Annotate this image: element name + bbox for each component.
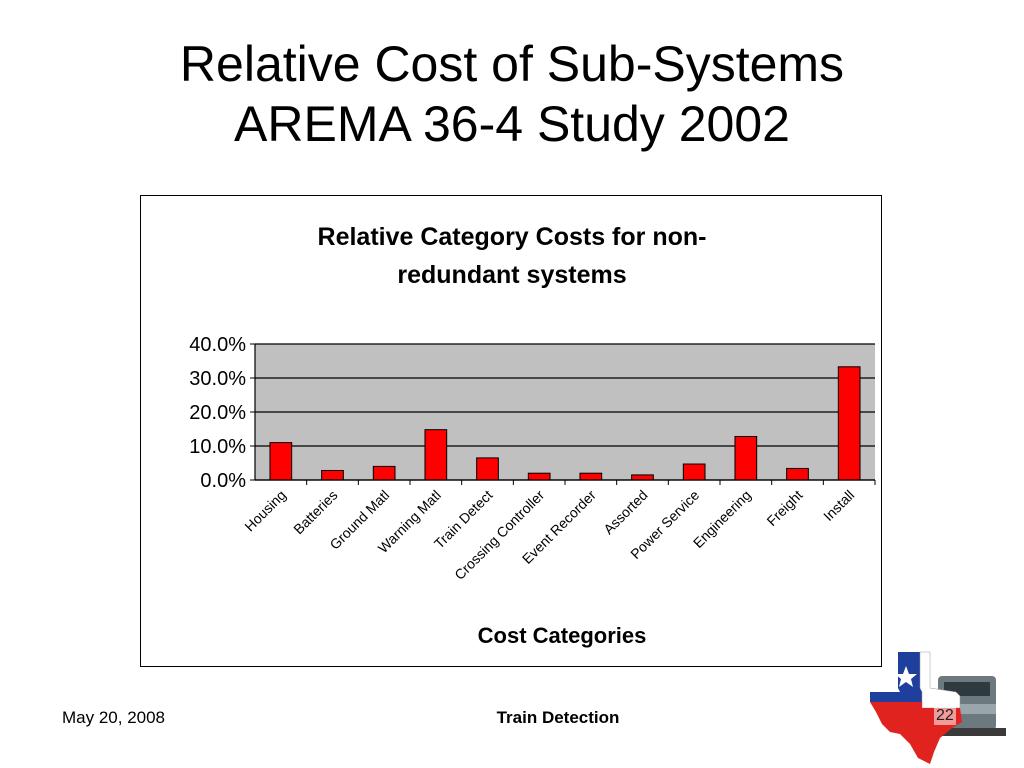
slide-title-line-1: Relative Cost of Sub-Systems	[179, 36, 845, 92]
chart-title-line-1: Relative Category Costs for non-	[318, 223, 707, 251]
y-tick-label: 0.0%	[200, 470, 246, 492]
star-icon	[895, 666, 917, 687]
x-tick-label: Freight	[763, 487, 805, 529]
bar-engineering	[734, 435, 758, 481]
x-tick-label: Install	[820, 487, 857, 524]
bar-housing	[269, 442, 293, 481]
y-tick-label: 40.0%	[189, 334, 246, 356]
footer-title: Train Detection	[496, 708, 620, 727]
slide-title-line-2: AREMA 36-4 Study 2002	[234, 96, 790, 152]
x-tick-label: Assorted	[600, 487, 650, 537]
bar-freight	[786, 467, 809, 481]
texas-train-logo	[870, 651, 1006, 764]
bar-assorted	[631, 474, 654, 481]
texas-flag-map	[870, 651, 962, 764]
bar-train-detect	[476, 457, 499, 481]
bar-ground-matl	[372, 465, 396, 481]
x-tick-label: Batteries	[290, 487, 340, 537]
page-number: 22	[934, 707, 956, 725]
x-axis-label: Cost Categories	[478, 623, 647, 648]
y-tick-label: 30.0%	[189, 368, 246, 390]
bar-chart: Relative Category Costs for non- redunda…	[189, 223, 876, 648]
bar-crossing-controller	[527, 472, 551, 481]
x-tick-label: Housing	[241, 487, 289, 535]
chart-frame: Relative Category Costs for non- redunda…	[140, 195, 882, 667]
slide-title: Relative Cost of Sub-Systems AREMA 36-4 …	[0, 34, 1024, 154]
y-tick-label: 10.0%	[189, 436, 246, 458]
bar-power-service	[682, 463, 706, 481]
bar-warning-matl	[424, 429, 448, 481]
bar-batteries	[321, 469, 344, 481]
footer-date: May 20, 2008	[62, 708, 166, 727]
bar-event-recorder	[579, 472, 603, 481]
y-tick-label: 20.0%	[189, 402, 246, 424]
bar-install	[837, 366, 861, 481]
x-tick-label: Crossing Controller	[451, 487, 547, 583]
chart-title-line-2: redundant systems	[397, 261, 626, 289]
